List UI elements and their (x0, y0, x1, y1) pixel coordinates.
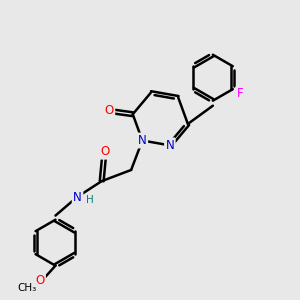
Text: N: N (138, 134, 147, 147)
Text: N: N (73, 191, 82, 204)
Text: F: F (237, 87, 243, 100)
Text: CH₃: CH₃ (17, 283, 37, 293)
Text: N: N (166, 139, 174, 152)
Text: O: O (35, 274, 44, 287)
Text: H: H (86, 195, 94, 205)
Text: O: O (105, 104, 114, 117)
Text: O: O (100, 145, 109, 158)
